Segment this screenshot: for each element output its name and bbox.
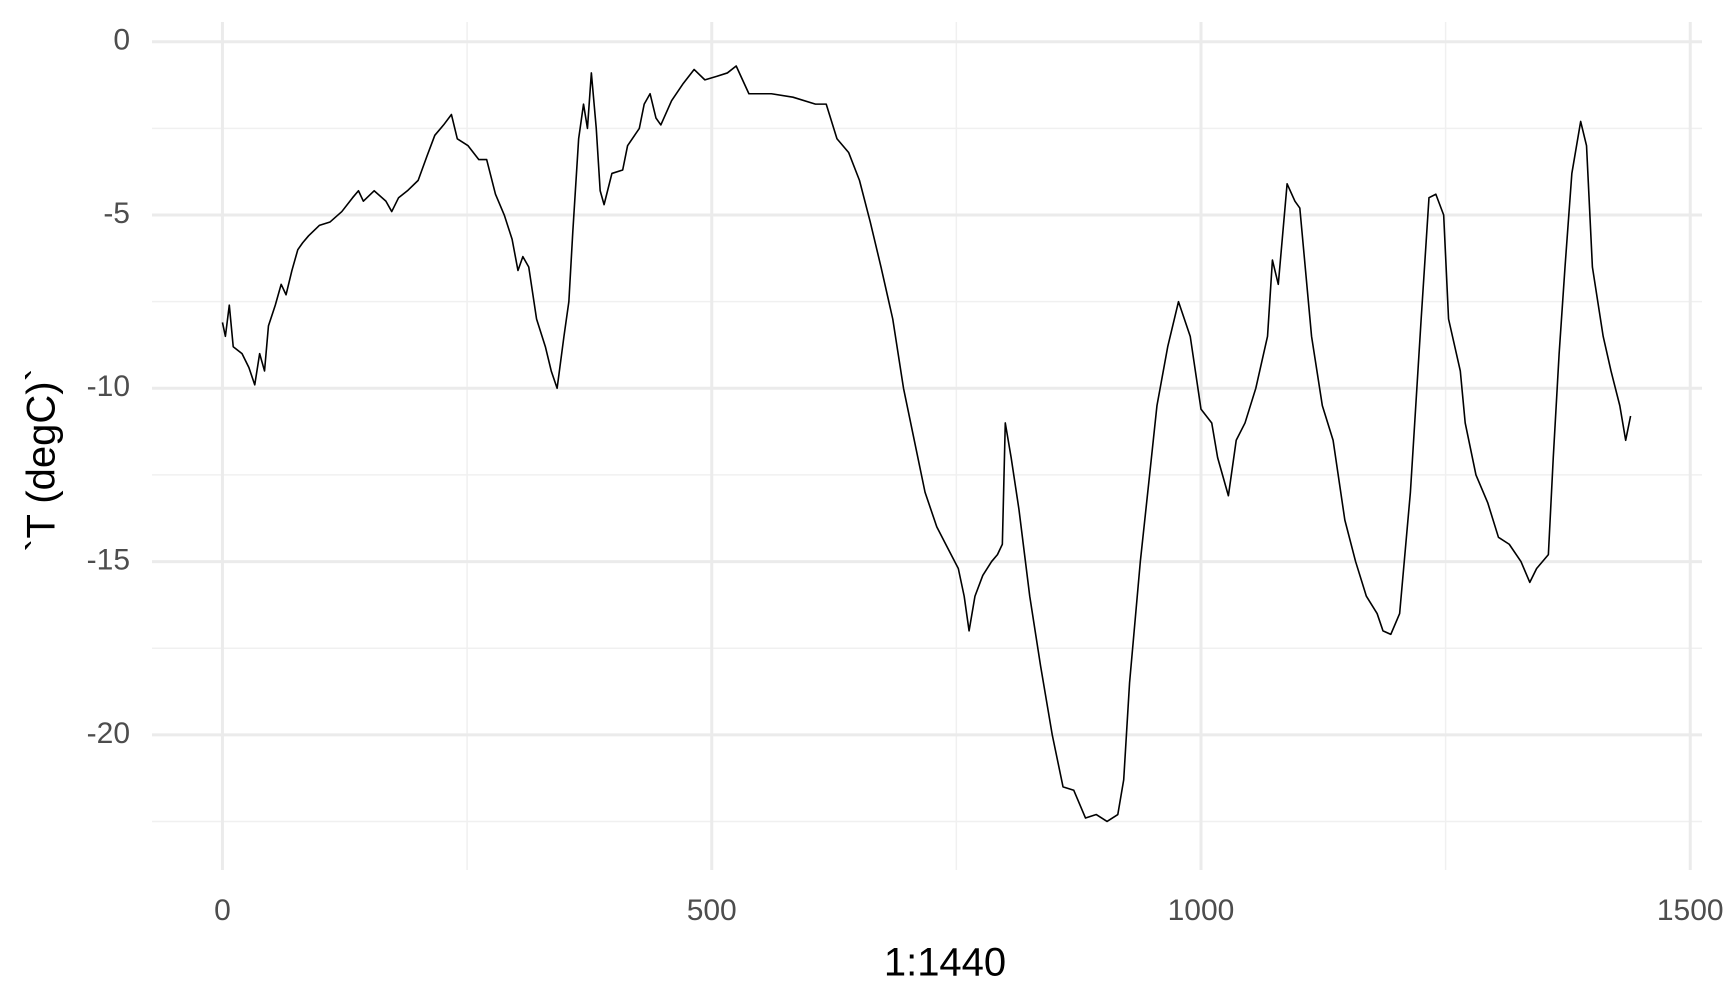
x-tick-label: 0 [214, 894, 231, 927]
x-tick-label: 500 [687, 894, 737, 927]
y-axis-title: `T (degC)` [20, 368, 64, 552]
data-line [221, 65, 1632, 823]
y-tick-label: 0 [113, 24, 130, 57]
y-tick-label: -5 [103, 197, 130, 230]
y-tick-label: -15 [87, 543, 130, 576]
y-tick-label: -10 [87, 370, 130, 403]
x-tick-label: 1500 [1657, 894, 1724, 927]
x-axis-title: 1:1440 [884, 941, 1006, 985]
y-tick-label: -20 [87, 717, 130, 750]
x-tick-label: 1000 [1168, 894, 1235, 927]
